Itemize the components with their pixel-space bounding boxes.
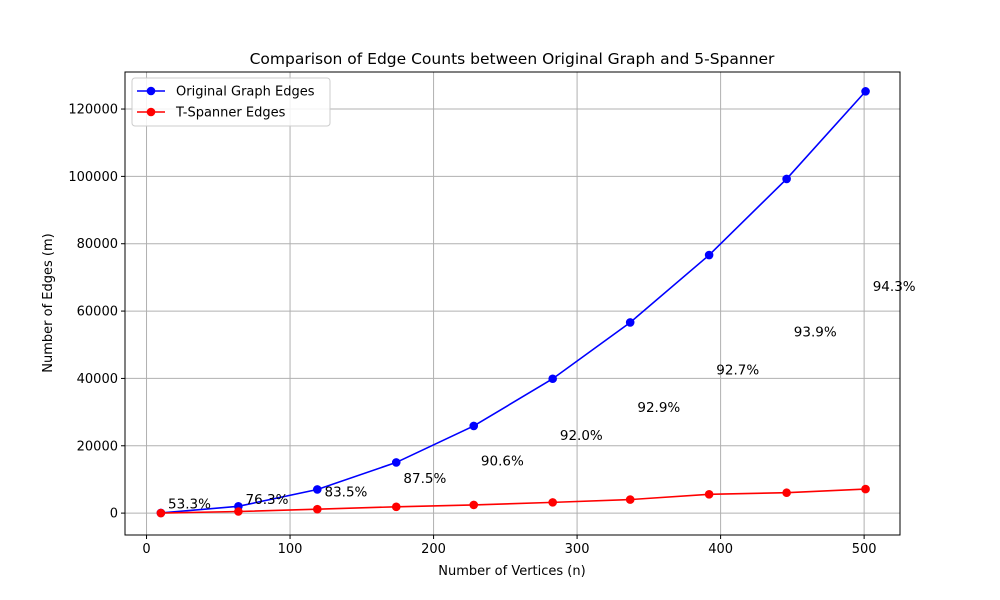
x-tick-label: 100 bbox=[278, 542, 303, 557]
data-point bbox=[156, 508, 166, 518]
y-tick-label: 100000 bbox=[68, 170, 118, 185]
reduction-annotation: 53.3% bbox=[168, 496, 211, 512]
data-point bbox=[861, 484, 870, 494]
legend-label: Original Graph Edges bbox=[176, 85, 315, 100]
axis-ticks: 0 100 200 300 400 500 0 20000 40000 60000 80000 100… bbox=[68, 103, 876, 557]
x-axis-label: Number of Vertices (n) bbox=[438, 564, 585, 579]
legend-label: T-Spanner Edges bbox=[175, 106, 286, 121]
data-point bbox=[782, 174, 791, 184]
y-tick-label: 120000 bbox=[68, 103, 118, 118]
grid-lines bbox=[125, 72, 900, 535]
y-tick-label: 60000 bbox=[77, 305, 118, 320]
data-point bbox=[782, 488, 791, 498]
y-tick-label: 80000 bbox=[77, 237, 118, 252]
legend: Original Graph Edges T-Spanner Edges bbox=[131, 77, 331, 127]
reduction-annotation: 87.5% bbox=[403, 471, 446, 487]
reduction-annotation: 93.9% bbox=[794, 324, 837, 340]
legend-marker bbox=[146, 107, 156, 117]
series-line bbox=[160, 90, 867, 514]
y-tick-label: 40000 bbox=[77, 372, 118, 387]
y-tick-label: 20000 bbox=[77, 439, 118, 454]
data-point bbox=[625, 318, 635, 327]
data-point bbox=[704, 250, 714, 260]
data-point bbox=[469, 421, 479, 431]
legend-marker bbox=[146, 86, 156, 96]
data-point bbox=[548, 498, 557, 507]
data-point bbox=[391, 458, 401, 467]
data-point bbox=[469, 500, 479, 510]
data-point bbox=[313, 504, 322, 514]
reduction-annotation: 92.7% bbox=[716, 362, 759, 378]
legend-box bbox=[131, 77, 331, 127]
reduction-annotation: 83.5% bbox=[324, 484, 367, 500]
data-point bbox=[391, 502, 401, 512]
x-tick-label: 0 bbox=[142, 542, 150, 557]
series-t-spanner-edges bbox=[156, 484, 870, 518]
data-point bbox=[548, 374, 557, 384]
x-tick-label: 300 bbox=[565, 542, 590, 557]
annotation-layer: 53.3% 76.3% 83.5% 87.5% 90.6% 92.0% 92.9% 92.7%… bbox=[168, 279, 916, 513]
chart-title: Comparison of Edge Counts between Origin… bbox=[250, 50, 775, 68]
reduction-annotation: 94.3% bbox=[873, 279, 916, 295]
data-point bbox=[861, 87, 870, 96]
series-layer bbox=[156, 87, 870, 518]
data-point bbox=[625, 495, 635, 504]
series-line bbox=[160, 488, 866, 514]
x-tick-label: 200 bbox=[421, 542, 446, 557]
data-point bbox=[313, 485, 322, 494]
data-point bbox=[704, 489, 714, 499]
y-tick-label: 0 bbox=[110, 507, 118, 522]
x-tick-label: 500 bbox=[852, 542, 877, 557]
reduction-annotation: 76.3% bbox=[246, 492, 289, 508]
reduction-annotation: 90.6% bbox=[481, 454, 524, 470]
x-tick-label: 400 bbox=[708, 542, 733, 557]
reduction-annotation: 92.9% bbox=[637, 400, 680, 416]
data-point bbox=[234, 507, 243, 516]
reduction-annotation: 92.0% bbox=[560, 428, 603, 444]
y-axis-label: Number of Edges (m) bbox=[41, 233, 56, 372]
plot-frame bbox=[124, 71, 901, 536]
